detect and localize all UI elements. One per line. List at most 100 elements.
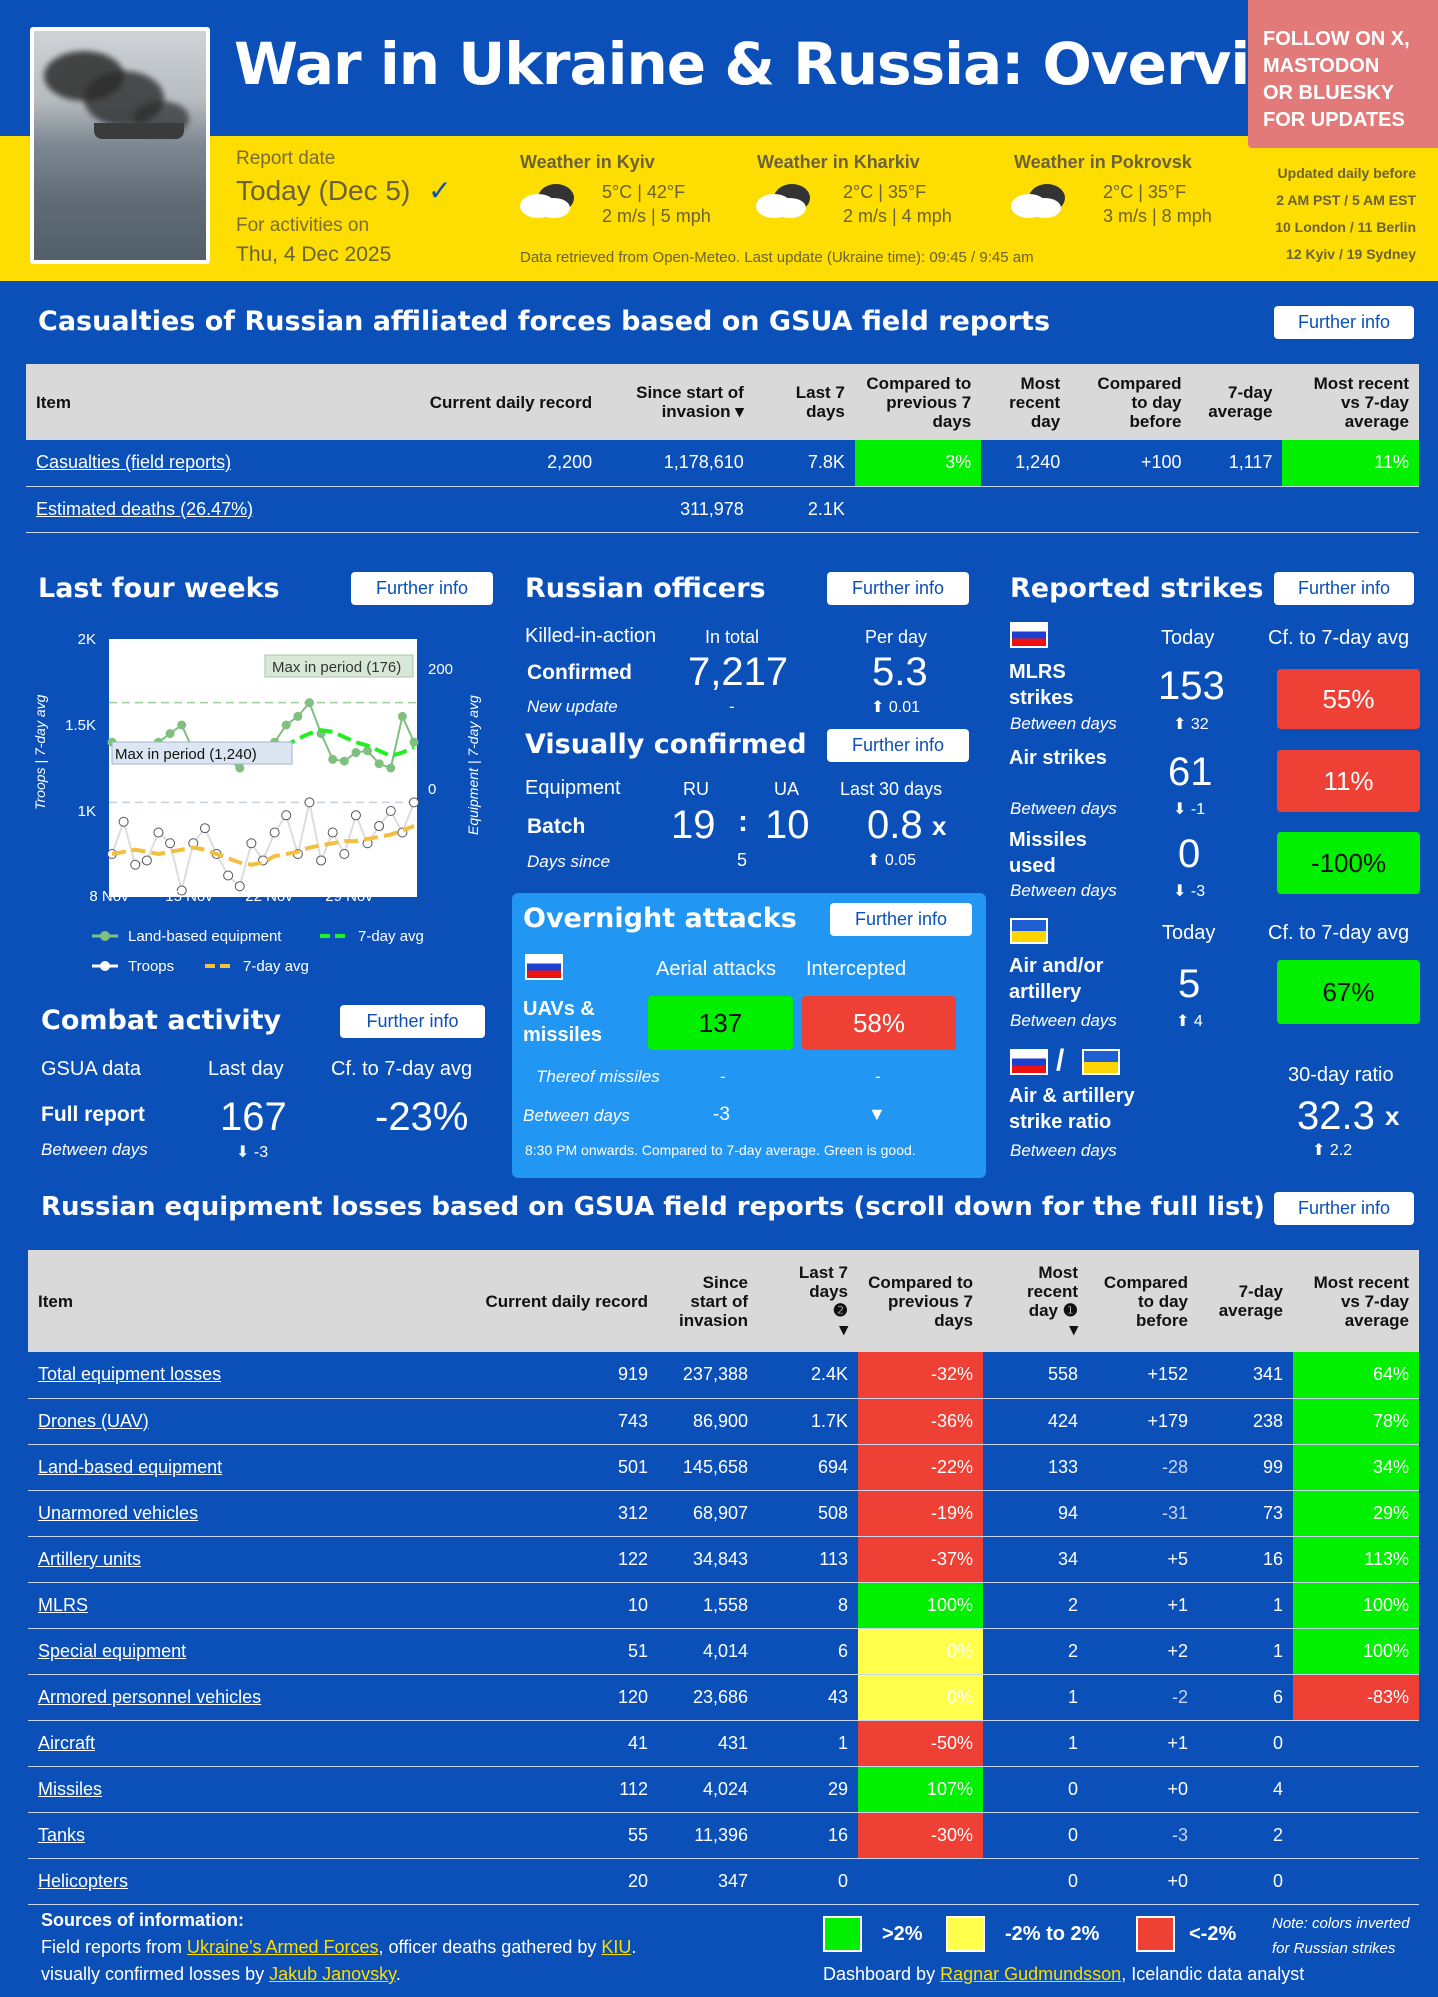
col-recent-vs-avg[interactable]: Most recent vs 7-day average <box>1282 364 1419 440</box>
row-link[interactable]: Drones (UAV) <box>28 1398 428 1445</box>
cell: 34 <box>983 1536 1088 1583</box>
overnight-missiles-aerial: - <box>720 1067 726 1086</box>
cell: 99 <box>1198 1444 1293 1491</box>
cell: +5 <box>1088 1536 1198 1583</box>
col-recent-vs-avg[interactable]: Most recent vs 7-day average <box>1293 1250 1419 1352</box>
four-weeks-chart: Max in period (176) Max in period (1,240… <box>32 631 481 975</box>
row-link[interactable]: Tanks <box>28 1812 428 1859</box>
visual-batch-label: Batch <box>527 815 586 838</box>
cell: 4,024 <box>658 1766 758 1813</box>
point-troops <box>409 797 419 808</box>
col-compared-prev-7[interactable]: Compared to previous 7 days <box>858 1250 983 1352</box>
cell: -22% <box>858 1444 983 1491</box>
cell: 133 <box>983 1444 1088 1491</box>
report-date-label: Report date <box>236 148 336 169</box>
cell: 1 <box>758 1720 858 1767</box>
row-link[interactable]: Artillery units <box>28 1536 428 1583</box>
header-info-band <box>0 136 1438 281</box>
link-ragnar[interactable]: Ragnar Gudmundsson <box>940 1964 1122 1984</box>
col-last-7[interactable]: Last 7 days ❷ ▾ <box>758 1250 858 1352</box>
col-compared-day-before[interactable]: Compared to day before <box>1070 364 1192 440</box>
col-compared-prev-7[interactable]: Compared to previous 7 days <box>854 364 982 440</box>
col-most-recent-day[interactable]: Most recent day ❶ ▾ <box>983 1250 1088 1352</box>
col-7day-avg[interactable]: 7-day average <box>1198 1250 1293 1352</box>
strikes-between-label: Between days <box>1010 714 1117 733</box>
report-date-select[interactable]: Today (Dec 5) ✓ <box>236 175 452 206</box>
cell: 1,240 <box>981 440 1071 487</box>
follow-banner[interactable]: FOLLOW ON X, MASTODON OR BLUESKY FOR UPDATE… <box>1248 0 1438 148</box>
cell: +1 <box>1088 1582 1198 1629</box>
casualties-further-info-button[interactable]: Further info <box>1274 306 1414 339</box>
point-troops <box>281 810 292 821</box>
row-link[interactable]: Casualties (field reports) <box>26 440 390 487</box>
x-tick: 15 Nov <box>165 888 213 905</box>
row-link[interactable]: Estimated deaths (26.47%) <box>26 486 390 533</box>
cell: 64% <box>1293 1352 1419 1399</box>
four-weeks-further-info-button[interactable]: Further info <box>351 572 493 605</box>
sort-down-icon: ▾ <box>1069 1320 1078 1339</box>
strikes-further-info-button[interactable]: Further info <box>1274 572 1414 605</box>
combat-full-report-link[interactable]: Full report <box>41 1103 145 1126</box>
weather-pokrovsk-values: 2°C | 35°F 3 m/s | 8 mph <box>1103 182 1212 226</box>
row-link[interactable]: Missiles <box>28 1766 428 1813</box>
cell: -32% <box>858 1352 983 1399</box>
legend-swatch <box>100 931 110 941</box>
down-arrow-icon: ⬇ <box>1173 883 1187 900</box>
cell: 508 <box>758 1490 858 1537</box>
row-link[interactable]: Aircraft <box>28 1720 428 1767</box>
overnight-title: Overnight attacks <box>523 903 797 934</box>
cell: 0 <box>758 1858 858 1905</box>
visual-title: Visually confirmed <box>525 729 807 760</box>
visual-days-value: 5 <box>737 850 748 870</box>
link-janovsky[interactable]: Jakub Janovsky <box>269 1964 396 1984</box>
cell: 100% <box>1293 1628 1419 1675</box>
overnight-further-info-button[interactable]: Further info <box>830 903 972 936</box>
visual-further-info-button[interactable]: Further info <box>827 729 969 762</box>
col-last-7[interactable]: Last 7 days <box>753 364 855 440</box>
strikes-mlrs-pct: 55% <box>1277 669 1420 729</box>
cell <box>1293 1720 1419 1767</box>
col-compared-day-before[interactable]: Compared to day before <box>1088 1250 1198 1352</box>
point-troops <box>339 849 350 859</box>
point-land-equipment <box>374 759 384 769</box>
col-current-daily-record[interactable]: Current daily record <box>389 364 603 440</box>
combat-further-info-button[interactable]: Further info <box>340 1005 485 1038</box>
link-armed-forces[interactable]: Ukraine's Armed Forces <box>187 1937 379 1957</box>
sources-label: Sources of information: <box>41 1910 245 1930</box>
info-1-icon: ❶ <box>1062 1301 1078 1320</box>
row-link[interactable]: Armored personnel vehicles <box>28 1674 428 1721</box>
strikes-today-label: Today <box>1161 627 1215 649</box>
cell: 0 <box>1198 1858 1293 1905</box>
col-7day-avg[interactable]: 7-day average <box>1191 364 1283 440</box>
point-troops <box>130 859 141 870</box>
row-link[interactable]: Total equipment losses <box>28 1352 428 1399</box>
cell <box>1293 1766 1419 1813</box>
col-item[interactable]: Item <box>28 1250 428 1352</box>
cell: 100% <box>858 1582 983 1629</box>
row-link[interactable]: Land-based equipment <box>28 1444 428 1491</box>
ukraine-flag-icon <box>1010 918 1048 944</box>
link-kiu[interactable]: KIU <box>601 1937 632 1957</box>
overnight-note: 8:30 PM onwards. Compared to 7-day avera… <box>525 1142 916 1158</box>
cell <box>1191 486 1283 533</box>
cell: 34,843 <box>658 1536 758 1583</box>
officers-further-info-button[interactable]: Further info <box>827 572 969 605</box>
col-item[interactable]: Item <box>26 364 390 440</box>
row-link[interactable]: Unarmored vehicles <box>28 1490 428 1537</box>
visual-ratio-x: x <box>932 811 947 841</box>
row-link[interactable]: MLRS <box>28 1582 428 1629</box>
point-troops <box>269 827 280 838</box>
row-link[interactable]: Helicopters <box>28 1858 428 1905</box>
col-since-start[interactable]: Since start of invasion ▾ <box>602 364 754 440</box>
strikes-mlrs-value: 153 <box>1158 664 1225 708</box>
visual-days-since-label: Days since <box>527 852 611 871</box>
cloudy-icon <box>1011 184 1065 218</box>
cell: 86,900 <box>658 1398 758 1445</box>
table-header-row: Item Current daily record Since start of… <box>26 364 1419 440</box>
col-since-start[interactable]: Since start of invasion <box>658 1250 758 1352</box>
col-most-recent-day[interactable]: Most recent day <box>981 364 1071 440</box>
row-link[interactable]: Special equipment <box>28 1628 428 1675</box>
equipment-further-info-button[interactable]: Further info <box>1274 1192 1414 1225</box>
weather-kharkiv-values: 2°C | 35°F 2 m/s | 4 mph <box>843 182 952 226</box>
col-current-daily-record[interactable]: Current daily record <box>428 1250 658 1352</box>
